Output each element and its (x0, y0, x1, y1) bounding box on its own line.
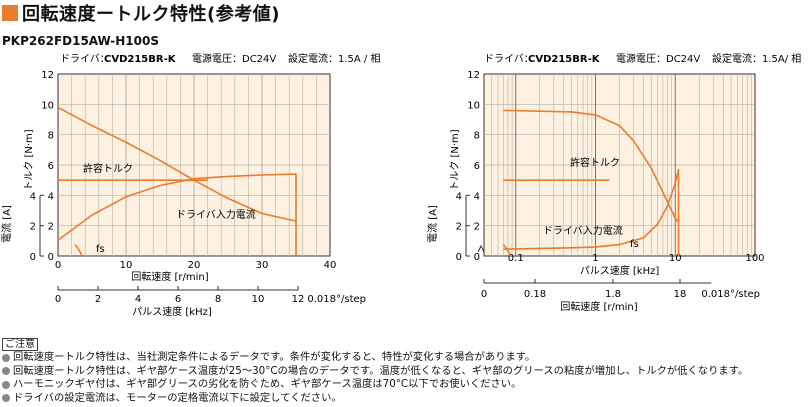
note-text: ハーモニックギヤ付は、ギヤ部グリースの劣化を防ぐため、ギヤ部ケース温度は70°C… (13, 378, 522, 390)
y-tick-label: 0 (48, 252, 54, 263)
x2-tick-label: 0.18 (524, 289, 546, 300)
series-label: ドライバ入力電流 (176, 208, 256, 221)
y-tick-label: 0 (474, 252, 480, 263)
note-text: 回転速度ートルク特性は、当社測定条件によるデータです。条件が変化すると、特性が変… (13, 351, 536, 363)
y2-tick-label: 0 (456, 252, 462, 263)
driver-label: ドライバ： (60, 53, 110, 65)
supply-voltage: 電源電圧：DC24V (192, 52, 276, 65)
y-tick-label: 12 (467, 70, 480, 81)
y-tick-label: 10 (467, 100, 480, 111)
x-tick-label: 10 (669, 253, 682, 264)
y2-tick-label: 4 (30, 191, 36, 202)
x-tick-label: 0 (55, 260, 61, 271)
x2-tick-label: 12 (292, 294, 305, 305)
y2-tick-label: 2 (456, 222, 462, 233)
bullet-icon (2, 394, 10, 403)
x2-tick-label: 1.8 (605, 289, 621, 300)
note-text: 回転速度ートルク特性は、ギヤ部ケース温度が25～30°Cの場合のデータです。温度… (13, 364, 749, 377)
y-tick-label: 6 (474, 161, 480, 172)
set-current: 設定電流：1.5A / 相 (288, 52, 380, 65)
y-axis-title: トルク [N·m] (23, 129, 35, 190)
y-tick-label: 4 (474, 191, 480, 202)
driver-model: CVD215BR-K (104, 54, 177, 65)
x-tick-label: 30 (256, 260, 269, 271)
series-label: ドライバ入力電流 (543, 224, 623, 237)
y-tick-label: 10 (41, 100, 54, 111)
y2-axis-title: 電流 [A] (426, 205, 439, 243)
note-item: 回転速度ートルク特性は、当社測定条件によるデータです。条件が変化すると、特性が変… (2, 351, 748, 365)
y2-tick-label: 4 (456, 191, 462, 202)
series-label: 許容トルク (570, 156, 620, 169)
x-axis-title: 回転速度 [r/min] (131, 270, 208, 283)
note-item: 回転速度ートルク特性は、ギヤ部ケース温度が25～30°Cの場合のデータです。温度… (2, 365, 748, 379)
x2-axis-title: 回転速度 [r/min] (560, 300, 637, 313)
axis-break-icon (477, 244, 485, 253)
y-tick-label: 2 (474, 222, 480, 233)
x2-tick-label: 2 (95, 294, 101, 305)
y-axis-title: トルク [N·m] (449, 129, 461, 190)
y-tick-label: 12 (41, 70, 54, 81)
x-axis-title: パルス速度 [kHz] (580, 264, 660, 277)
y-tick-label: 8 (48, 131, 54, 142)
series-fs (502, 244, 512, 257)
driver-label: ドライバ： (484, 53, 534, 65)
series-label: 許容トルク (83, 162, 133, 175)
title-bar: 回転速度ートルク特性(参考値) (0, 0, 280, 26)
x2-tick-label: 6 (175, 294, 181, 305)
bullet-icon (2, 353, 10, 362)
y-tick-label: 8 (474, 131, 480, 142)
driver-model: CVD215BR-K (528, 54, 601, 65)
x-tick-label: 100 (745, 253, 764, 264)
x2-tick-label: 10 (252, 294, 265, 305)
x-tick-label: 0.1 (508, 253, 524, 264)
model-name: PKP262FD15AW-H100S (2, 34, 159, 48)
series-line (503, 109, 680, 224)
x2-tick-label: 0 (55, 294, 61, 305)
series-line (57, 173, 297, 256)
bullet-icon (2, 367, 10, 376)
x-tick-label: 1 (592, 253, 598, 264)
x2-tick-label: 4 (135, 294, 141, 305)
x-tick-label: 40 (324, 260, 337, 271)
x2-tick-label: 18 (674, 289, 687, 300)
series-label: fs (630, 239, 639, 250)
note-text: ドライバの設定電流は、モーターの定格電流以下に設定してください。 (13, 391, 342, 404)
y2-tick-label: 2 (30, 222, 36, 233)
bullet-icon (2, 380, 10, 389)
set-current: 設定電流：1.5A/ 相 (712, 52, 801, 65)
y2-axis-title: 電流 [A] (0, 205, 13, 243)
x-tick-label: 20 (188, 260, 201, 271)
y2-tick-label: 0 (30, 252, 36, 263)
x-tick-label: 10 (120, 260, 133, 271)
page-title: 回転速度ートルク特性(参考値) (22, 4, 280, 25)
y-tick-label: 2 (48, 222, 54, 233)
x2-unit-label: 0.018°/step (307, 294, 366, 305)
x2-tick-label: 0 (481, 289, 487, 300)
x2-tick-label: 8 (215, 294, 221, 305)
y-tick-label: 6 (48, 161, 54, 172)
series-fs (74, 244, 83, 257)
series-line (57, 106, 297, 222)
notes-list: 回転速度ートルク特性は、当社測定条件によるデータです。条件が変化すると、特性が変… (2, 351, 748, 405)
supply-voltage: 電源電圧：DC24V (616, 52, 700, 65)
notes-title: ご注意 (2, 338, 38, 351)
note-item: ドライバの設定電流は、モーターの定格電流以下に設定してください。 (2, 392, 748, 406)
series-label: fs (96, 244, 105, 255)
note-item: ハーモニックギヤ付は、ギヤ部グリースの劣化を防ぐため、ギヤ部ケース温度は70°C… (2, 378, 748, 392)
orange-square-icon (2, 5, 18, 21)
x2-axis-title: パルス速度 [kHz] (132, 305, 212, 318)
x2-unit-label: 0.018°/step (701, 289, 760, 300)
y-tick-label: 4 (48, 191, 54, 202)
series-line (503, 168, 680, 256)
